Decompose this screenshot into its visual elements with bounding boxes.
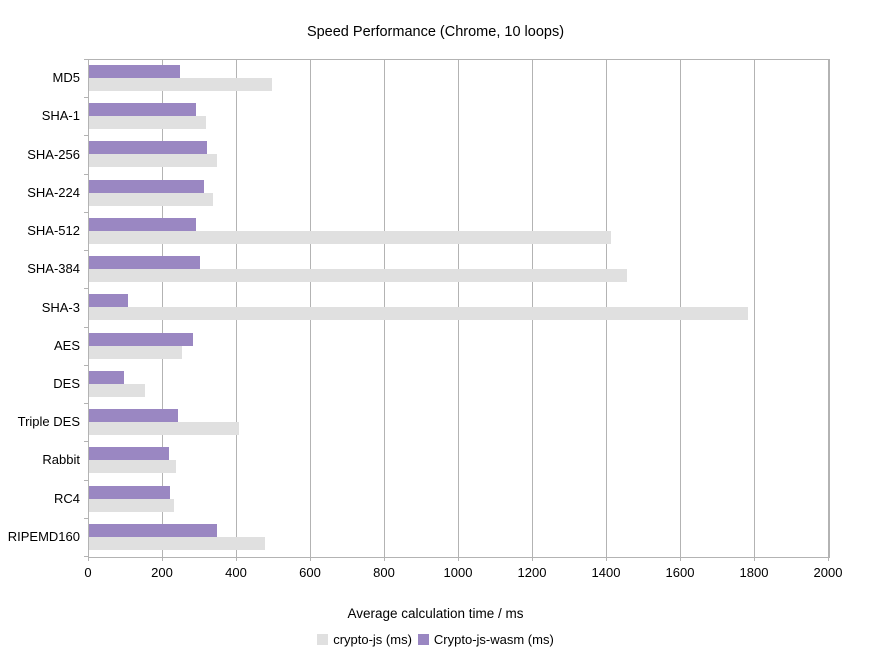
x-axis-tick [828,557,829,561]
bar-DES-wasm [89,371,124,384]
category-label-SHA-512: SHA-512 [27,223,80,238]
x-axis-tick [162,557,163,561]
category-label-Triple DES: Triple DES [17,414,80,429]
legend-item-crypto-js-wasm: Crypto-js-wasm (ms) [417,632,554,647]
x-axis-tick [680,557,681,561]
y-axis-tick [84,59,88,60]
bar-SHA-224-crypto-js [89,193,213,206]
legend-label-crypto-js-wasm: Crypto-js-wasm (ms) [433,632,554,647]
legend-label-crypto-js: crypto-js (ms) [333,632,412,647]
category-label-DES: DES [53,376,80,391]
gridline-x-1800 [754,60,755,557]
bar-Rabbit-wasm [89,447,169,460]
category-label-SHA-3: SHA-3 [41,300,80,315]
y-axis-tick [84,518,88,519]
bar-MD5-crypto-js [89,78,272,91]
y-axis-tick [84,403,88,404]
y-axis-tick [84,288,88,289]
x-tick-label-1200: 1200 [517,565,547,580]
y-axis-tick [84,135,88,136]
y-axis-tick [84,174,88,175]
y-axis-tick [84,556,88,557]
x-axis-tick [310,557,311,561]
y-axis-tick [84,441,88,442]
category-label-MD5: MD5 [52,70,80,85]
bar-SHA-3-wasm [89,294,128,307]
bar-SHA-384-wasm [89,256,200,269]
x-axis-tick [606,557,607,561]
bar-RIPEMD160-wasm [89,524,217,537]
x-tick-label-1600: 1600 [665,565,695,580]
category-label-SHA-1: SHA-1 [41,108,80,123]
x-axis-tick [458,557,459,561]
category-label-Rabbit: Rabbit [42,452,80,467]
bar-Rabbit-crypto-js [89,460,176,473]
bar-Triple DES-wasm [89,409,178,422]
x-axis-tick [236,557,237,561]
x-tick-label-1000: 1000 [443,565,473,580]
bar-SHA-1-crypto-js [89,116,206,129]
y-axis-tick [84,212,88,213]
legend: crypto-js (ms) Crypto-js-wasm (ms) [0,632,871,647]
y-axis-tick [84,327,88,328]
bar-AES-wasm [89,333,193,346]
y-axis-tick [84,365,88,366]
x-tick-label-400: 400 [225,565,247,580]
category-label-RIPEMD160: RIPEMD160 [7,529,80,544]
y-axis-tick [84,250,88,251]
x-axis-tick [384,557,385,561]
bar-DES-crypto-js [89,384,145,397]
bar-SHA-512-wasm [89,218,196,231]
bar-SHA-3-crypto-js [89,307,748,320]
bar-SHA-256-crypto-js [89,154,217,167]
x-axis-title: Average calculation time / ms [347,606,524,621]
x-tick-label-1400: 1400 [591,565,621,580]
bar-AES-crypto-js [89,346,182,359]
x-tick-label-0: 0 [84,565,92,580]
bar-SHA-384-crypto-js [89,269,627,282]
category-label-SHA-224: SHA-224 [27,185,80,200]
bar-SHA-256-wasm [89,141,207,154]
legend-item-crypto-js: crypto-js (ms) [317,632,412,647]
bar-SHA-1-wasm [89,103,196,116]
x-tick-label-800: 800 [373,565,395,580]
bar-RIPEMD160-crypto-js [89,537,265,550]
x-axis-tick [532,557,533,561]
x-axis-tick [88,557,89,561]
category-label-RC4: RC4 [53,491,80,506]
bar-RC4-crypto-js [89,499,174,512]
category-label-SHA-384: SHA-384 [27,261,80,276]
bar-RC4-wasm [89,486,170,499]
bar-SHA-512-crypto-js [89,231,611,244]
legend-swatch-crypto-js [317,634,329,645]
x-tick-label-2000: 2000 [813,565,843,580]
category-label-SHA-256: SHA-256 [27,147,80,162]
gridline-x-2000 [828,60,829,557]
x-tick-label-1800: 1800 [739,565,769,580]
category-label-AES: AES [53,338,80,353]
bar-MD5-wasm [89,65,180,78]
bar-SHA-224-wasm [89,180,204,193]
x-axis-tick [754,557,755,561]
x-tick-label-200: 200 [151,565,173,580]
y-axis-tick [84,480,88,481]
legend-swatch-crypto-js-wasm [417,634,429,645]
x-tick-label-600: 600 [299,565,321,580]
chart-title: Speed Performance (Chrome, 10 loops) [306,24,565,40]
bar-Triple DES-crypto-js [89,422,239,435]
y-axis-tick [84,97,88,98]
